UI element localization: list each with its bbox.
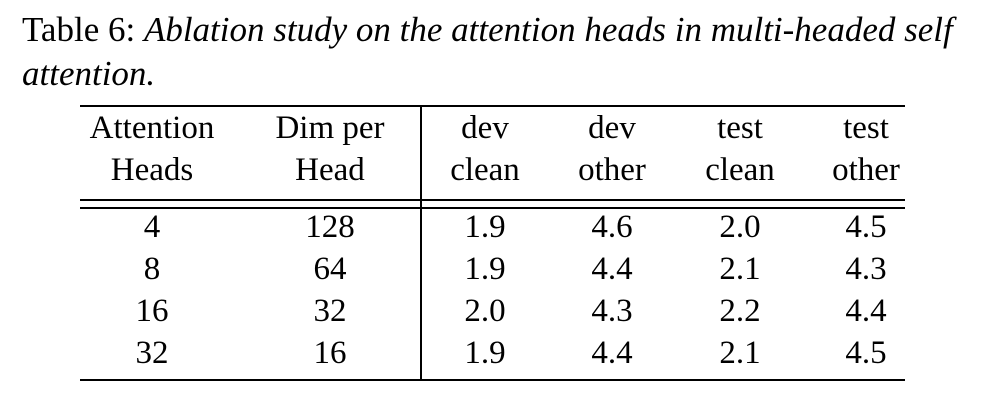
table-cell: 64 [313, 251, 347, 287]
bottom-rule [80, 379, 905, 381]
header-cell: other [832, 152, 900, 188]
table-caption: Table 6: Ablation study on the attention… [22, 8, 972, 96]
header-cell: Attention [89, 110, 215, 146]
table-cell: 1.9 [464, 251, 506, 287]
top-rule [80, 105, 905, 107]
table-cell: 32 [313, 293, 347, 329]
table-cell: 4.3 [845, 251, 887, 287]
table-cell: 4.4 [591, 251, 633, 287]
header-cell: dev [588, 110, 636, 146]
table-cell: 4.3 [591, 293, 633, 329]
header-cell: other [578, 152, 646, 188]
table-cell: 4.5 [845, 209, 887, 245]
header-cell: Dim per [275, 110, 385, 146]
table-cell: 4.4 [845, 293, 887, 329]
table-cell: 2.0 [719, 209, 761, 245]
table-cell: 4 [143, 209, 161, 245]
header-cell: Head [295, 152, 365, 188]
table-cell: 1.9 [464, 209, 506, 245]
header-cell: test [717, 110, 763, 146]
caption-text: Ablation study on the attention heads in… [22, 10, 953, 93]
header-cell: clean [450, 152, 520, 188]
column-divider [420, 106, 422, 381]
header-cell: dev [461, 110, 509, 146]
table-cell: 128 [305, 209, 355, 245]
table-cell: 16 [313, 335, 347, 371]
header-cell: clean [705, 152, 775, 188]
caption-label: Table 6: [22, 10, 136, 49]
table-cell: 8 [143, 251, 161, 287]
header-cell: Heads [110, 152, 194, 188]
table-cell: 32 [135, 335, 169, 371]
table-cell: 2.2 [719, 293, 761, 329]
table-cell: 2.1 [719, 335, 761, 371]
table-cell: 4.6 [591, 209, 633, 245]
mid-rule [80, 199, 905, 201]
table-cell: 16 [135, 293, 169, 329]
mid-rule [80, 207, 905, 209]
table-cell: 2.0 [464, 293, 506, 329]
table-cell: 2.1 [719, 251, 761, 287]
table-cell: 4.4 [591, 335, 633, 371]
header-cell: test [843, 110, 889, 146]
table-cell: 1.9 [464, 335, 506, 371]
table-cell: 4.5 [845, 335, 887, 371]
